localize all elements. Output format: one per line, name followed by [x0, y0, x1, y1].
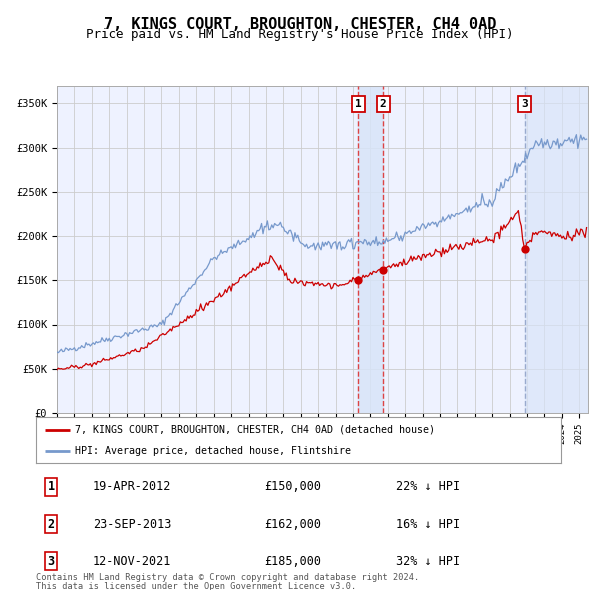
Text: HPI: Average price, detached house, Flintshire: HPI: Average price, detached house, Flin… [76, 445, 352, 455]
Text: 32% ↓ HPI: 32% ↓ HPI [396, 555, 460, 568]
Text: 23-SEP-2013: 23-SEP-2013 [93, 517, 172, 530]
Text: 12-NOV-2021: 12-NOV-2021 [93, 555, 172, 568]
Text: £185,000: £185,000 [264, 555, 321, 568]
Text: 1: 1 [355, 99, 361, 109]
Text: 7, KINGS COURT, BROUGHTON, CHESTER, CH4 0AD (detached house): 7, KINGS COURT, BROUGHTON, CHESTER, CH4 … [76, 425, 436, 435]
Text: 3: 3 [521, 99, 528, 109]
Text: 22% ↓ HPI: 22% ↓ HPI [396, 480, 460, 493]
Text: 19-APR-2012: 19-APR-2012 [93, 480, 172, 493]
Text: £150,000: £150,000 [264, 480, 321, 493]
Text: 16% ↓ HPI: 16% ↓ HPI [396, 517, 460, 530]
Text: Price paid vs. HM Land Registry's House Price Index (HPI): Price paid vs. HM Land Registry's House … [86, 28, 514, 41]
Text: £162,000: £162,000 [264, 517, 321, 530]
Text: 1: 1 [47, 480, 55, 493]
Text: 2: 2 [47, 517, 55, 530]
Text: Contains HM Land Registry data © Crown copyright and database right 2024.: Contains HM Land Registry data © Crown c… [36, 573, 419, 582]
Bar [525, 86, 588, 413]
Text: This data is licensed under the Open Government Licence v3.0.: This data is licensed under the Open Gov… [36, 582, 356, 590]
Bar [358, 86, 383, 413]
Text: 3: 3 [47, 555, 55, 568]
Text: 2: 2 [380, 99, 386, 109]
Text: 7, KINGS COURT, BROUGHTON, CHESTER, CH4 0AD: 7, KINGS COURT, BROUGHTON, CHESTER, CH4 … [104, 17, 496, 31]
